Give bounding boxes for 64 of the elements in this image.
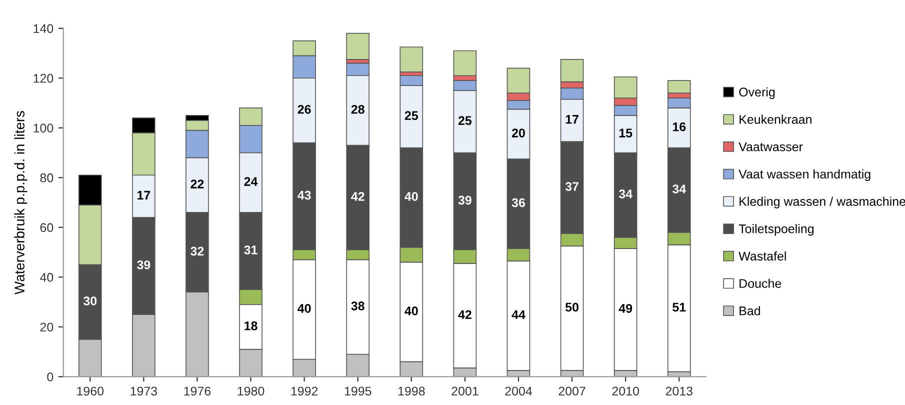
y-tick-label: 100 xyxy=(34,124,54,133)
y-axis-title: Waterverbruik p.p.p.d. in liters xyxy=(14,111,28,294)
legend-label: Wastafel xyxy=(738,251,786,261)
data-label: 37 xyxy=(565,182,578,191)
data-label: 44 xyxy=(512,310,526,319)
legend-label: Kleding wassen / wasmachine xyxy=(740,196,905,208)
y-tick-label: 0 xyxy=(47,372,54,382)
data-label: 15 xyxy=(619,128,632,138)
data-label: 32 xyxy=(190,246,204,256)
data-label: 20 xyxy=(512,128,525,138)
data-label: 49 xyxy=(618,304,632,313)
legend-label: Toiletspoeling xyxy=(738,224,814,236)
x-tick-label: 1992 xyxy=(291,386,318,396)
x-tick-label: 2001 xyxy=(452,386,478,396)
x-tick-label: 2013 xyxy=(666,386,692,396)
data-label: 43 xyxy=(298,190,311,200)
data-label: 24 xyxy=(244,177,258,186)
x-tick-label: 1980 xyxy=(238,386,264,396)
data-label: 31 xyxy=(244,246,258,254)
legend-label: Overig xyxy=(739,87,775,99)
data-label: 36 xyxy=(512,198,525,208)
data-label: 25 xyxy=(458,116,472,125)
x-tick-label: 2010 xyxy=(612,386,639,396)
data-label: 40 xyxy=(404,306,418,316)
data-label: 39 xyxy=(458,196,472,205)
legend-label: Vaatwasser xyxy=(738,142,803,152)
data-label: 17 xyxy=(138,190,150,200)
data-label: 34 xyxy=(672,184,686,194)
y-tick-label: 40 xyxy=(40,272,54,282)
x-tick-label: 1973 xyxy=(130,386,158,396)
data-label: 17 xyxy=(566,115,578,124)
data-label: 18 xyxy=(244,321,258,330)
data-label: 34 xyxy=(618,190,632,198)
legend-label: Bad xyxy=(740,306,760,316)
data-label: 28 xyxy=(351,104,364,114)
y-tick-label: 60 xyxy=(40,223,54,232)
data-label: 30 xyxy=(83,296,97,306)
data-label: 38 xyxy=(351,301,364,310)
x-tick-label: 1998 xyxy=(398,386,425,396)
y-tick-label: 140 xyxy=(34,24,54,33)
data-label: 16 xyxy=(672,122,686,132)
data-label: 42 xyxy=(351,192,364,201)
legend-label: Douche xyxy=(740,278,782,288)
data-label: 50 xyxy=(565,302,578,312)
x-tick-label: 1976 xyxy=(184,386,211,396)
y-tick-label: 80 xyxy=(40,173,54,182)
data-label: 40 xyxy=(298,304,311,313)
x-tick-label: 2004 xyxy=(505,386,532,396)
x-tick-label: 1960 xyxy=(77,386,104,396)
data-label: 22 xyxy=(190,180,204,188)
data-label: 51 xyxy=(672,302,686,312)
legend-label: Keukenkraan xyxy=(740,114,812,124)
legend-label: Vaat wassen handmatig xyxy=(738,169,870,182)
data-label: 26 xyxy=(298,104,311,114)
y-tick-label: 120 xyxy=(34,74,54,83)
data-label: 40 xyxy=(404,192,418,201)
data-label: 39 xyxy=(137,260,150,270)
x-tick-label: 2007 xyxy=(558,386,586,396)
bar xyxy=(346,32,370,60)
data-label: 42 xyxy=(458,310,472,319)
data-label: 25 xyxy=(404,111,418,120)
y-tick-label: 20 xyxy=(40,322,54,332)
bar xyxy=(400,46,424,72)
x-tick-label: 1995 xyxy=(344,386,372,396)
